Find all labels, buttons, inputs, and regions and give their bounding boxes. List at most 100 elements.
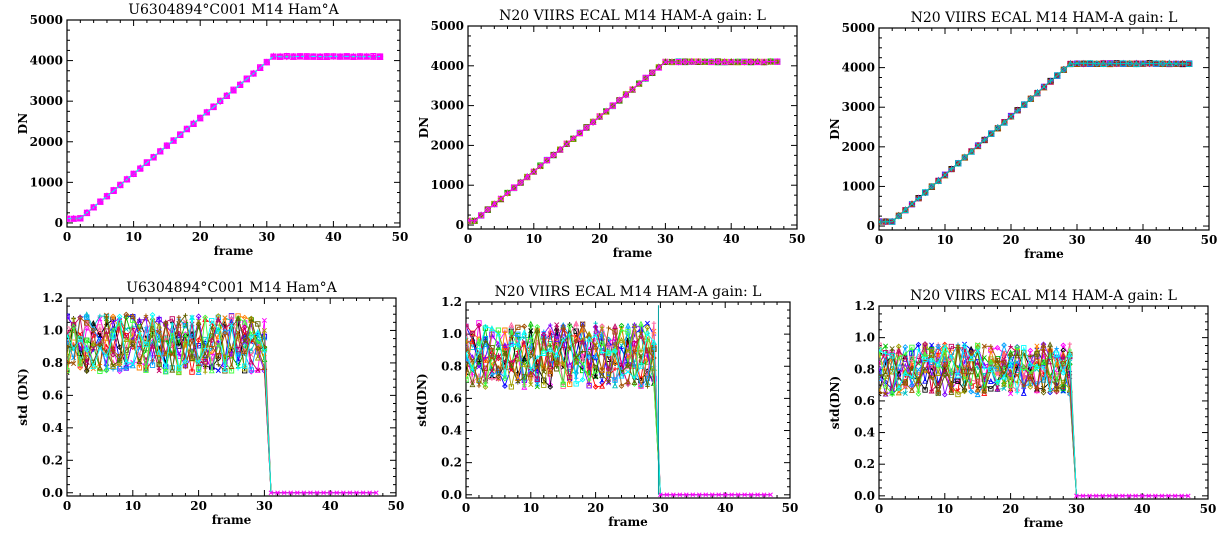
series-line-7 — [466, 328, 771, 496]
x-tick-label: 30 — [652, 501, 669, 515]
x-tick-label: 40 — [325, 230, 342, 244]
y-axis-label: std(DN) — [415, 373, 429, 426]
x-tick-label: 10 — [525, 232, 542, 246]
x-tick-label: 20 — [591, 232, 608, 246]
series-line-3 — [468, 60, 778, 222]
y-tick-label: 1.2 — [441, 295, 462, 309]
y-tick-label: 5000 — [431, 19, 464, 33]
y-tick-label: 0.4 — [441, 424, 462, 438]
y-tick-label: 1000 — [30, 175, 63, 189]
series-line-6 — [67, 55, 380, 220]
series-line-8 — [466, 322, 771, 496]
series-markers-5 — [67, 52, 383, 222]
y-tick-label: 2000 — [30, 135, 63, 149]
y-tick-label: 5000 — [842, 21, 875, 35]
x-tick-label: 10 — [936, 502, 953, 516]
y-tick-label: 0.6 — [441, 391, 462, 405]
series-markers-14 — [67, 313, 268, 375]
y-tick-label: 4000 — [431, 59, 464, 73]
series-line-6 — [879, 62, 1190, 223]
y-tick-label: 1.0 — [441, 327, 462, 341]
plot-frame — [467, 25, 798, 230]
plot-frame — [66, 19, 401, 228]
plot-frame — [66, 297, 397, 497]
x-tick-label: 50 — [392, 230, 409, 244]
series-markers-6 — [67, 52, 384, 222]
x-tick-label: 50 — [388, 499, 405, 513]
y-tick-label: 2000 — [431, 138, 464, 152]
y-tick-label: 5000 — [30, 13, 63, 27]
y-tick-label: 0 — [867, 219, 875, 233]
x-tick-label: 0 — [464, 232, 472, 246]
series-markers-5 — [468, 58, 780, 224]
series-group — [468, 57, 781, 225]
plot-frame — [878, 305, 1209, 500]
y-tick-label: 0 — [456, 218, 464, 232]
x-axis-label: frame — [608, 515, 648, 529]
x-tick-label: 0 — [875, 233, 883, 247]
series-line-3 — [879, 62, 1190, 223]
chart-title: N20 VIIRS ECAL M14 HAM-A gain: L — [910, 288, 1177, 304]
x-tick-label: 40 — [717, 501, 734, 515]
series-line-5 — [468, 60, 778, 221]
y-tick-label: 0.2 — [441, 456, 462, 470]
series-markers-4 — [67, 52, 383, 223]
x-tick-label: 30 — [258, 230, 275, 244]
series-line-13 — [466, 323, 771, 496]
chart-panel-5: N20 VIIRS ECAL M14 HAM-A gain: L 0 10 20 30 4… — [415, 284, 798, 529]
chart-title: N20 VIIRS ECAL M14 HAM-A gain: L — [499, 8, 766, 24]
x-tick-label: 20 — [1002, 502, 1019, 516]
y-tick-label: 0.4 — [42, 421, 63, 435]
series-line-4 — [468, 60, 778, 222]
x-tick-label: 40 — [1134, 502, 1151, 516]
plot-frame — [465, 301, 791, 499]
series-line-5 — [879, 62, 1190, 223]
series-markers-3 — [67, 52, 384, 222]
x-tick-label: 0 — [875, 502, 883, 516]
y-tick-label: 0.2 — [854, 457, 875, 471]
chart-title: U6304894°C001 M14 Ham°A — [128, 2, 339, 18]
x-tick-label: 10 — [125, 230, 142, 244]
x-tick-label: 30 — [1069, 233, 1086, 247]
series-line-1 — [879, 62, 1190, 223]
y-tick-label: 1.0 — [854, 331, 875, 345]
series-line-2 — [879, 62, 1190, 223]
y-tick-label: 1000 — [431, 178, 464, 192]
series-markers-14 — [466, 326, 657, 389]
x-tick-label: 50 — [1200, 502, 1217, 516]
y-tick-label: 0.0 — [854, 489, 875, 503]
series-markers-6 — [879, 59, 1193, 225]
series-group — [67, 311, 379, 496]
series-markers-5 — [879, 59, 1192, 225]
chart-panel-2: N20 VIIRS ECAL M14 HAM-A gain: L 0 10 20 30 4… — [417, 8, 805, 260]
chart-title: U6304894°C001 M14 Ham°A — [126, 280, 337, 296]
series-line-1 — [67, 55, 381, 220]
x-axis-label: frame — [613, 246, 653, 260]
chart-panel-6: N20 VIIRS ECAL M14 HAM-A gain: L 0 10 20 30 4… — [828, 288, 1216, 530]
series-markers-2 — [468, 58, 781, 225]
series-group — [879, 59, 1193, 226]
x-tick-label: 10 — [124, 499, 141, 513]
y-tick-label: 3000 — [431, 99, 464, 113]
chart-panel-4: U6304894°C001 M14 Ham°A 0 10 20 30 40 50 0.0 0.2… — [16, 280, 404, 527]
y-tick-label: 0.0 — [42, 486, 63, 500]
y-tick-label: 4000 — [842, 61, 875, 75]
y-tick-label: 4000 — [30, 54, 63, 68]
plot-frame — [878, 27, 1210, 231]
y-tick-label: 0.2 — [42, 453, 63, 467]
series-line-2 — [67, 55, 381, 220]
y-tick-label: 0.8 — [854, 362, 875, 376]
series-line-5 — [466, 323, 771, 496]
series-markers-16 — [67, 312, 267, 372]
series-line-4 — [466, 328, 771, 496]
x-axis-label: frame — [214, 244, 254, 258]
x-axis-label: frame — [1024, 247, 1064, 261]
series-markers-3 — [468, 57, 781, 224]
series-markers-16 — [879, 342, 1073, 395]
y-tick-label: 3000 — [30, 94, 63, 108]
series-markers-16 — [466, 323, 657, 387]
series-line-4 — [879, 62, 1190, 223]
x-tick-label: 40 — [1135, 233, 1152, 247]
x-tick-label: 0 — [462, 501, 470, 515]
series-line-3 — [67, 55, 380, 220]
